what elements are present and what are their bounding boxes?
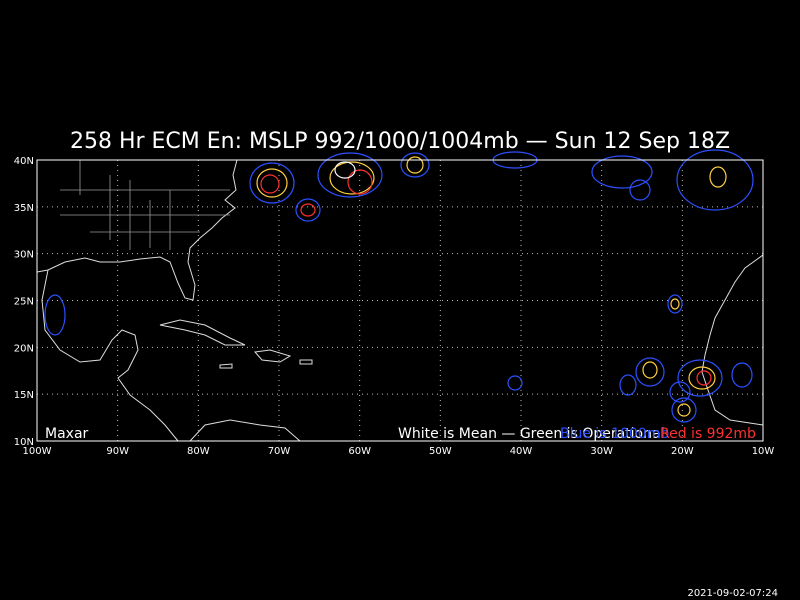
contour — [249, 162, 295, 204]
contour — [696, 370, 712, 386]
lon-label: 70W — [268, 446, 291, 457]
contour — [295, 198, 321, 222]
south-america — [189, 419, 301, 442]
cuba — [159, 319, 246, 346]
contour — [629, 179, 651, 201]
map-frame — [36, 159, 764, 442]
lon-label: 90W — [106, 446, 129, 457]
africa-coast — [701, 254, 764, 426]
contour — [44, 294, 66, 336]
contour — [300, 203, 316, 217]
contour — [256, 168, 288, 198]
contour — [260, 174, 280, 194]
contour — [677, 359, 723, 397]
mexico-central-america — [41, 269, 179, 442]
lat-label: 20N — [14, 343, 34, 354]
contour — [671, 397, 697, 423]
contour — [731, 362, 753, 388]
lon-label: 20W — [671, 446, 694, 457]
coastlines — [36, 159, 764, 442]
lon-label: 80W — [187, 446, 210, 457]
contour — [507, 375, 523, 391]
contour — [619, 374, 637, 396]
graticule — [37, 160, 763, 441]
contour — [676, 149, 754, 211]
contour — [642, 361, 658, 379]
contour — [667, 294, 683, 314]
lon-label: 100W — [23, 446, 52, 457]
legend-red: Red is 992mb — [660, 426, 756, 442]
contour — [406, 156, 424, 174]
credit: Maxar — [45, 426, 89, 442]
contour — [347, 169, 373, 195]
contour — [400, 152, 430, 178]
lat-label: 35N — [14, 203, 34, 214]
lon-label: 40W — [510, 446, 533, 457]
lat-label: 15N — [14, 390, 34, 401]
lon-label: 60W — [348, 446, 371, 457]
lon-label: 50W — [429, 446, 452, 457]
title: 258 Hr ECM En: MSLP 992/1000/1004mb — Su… — [70, 129, 730, 154]
lon-label: 30W — [590, 446, 613, 457]
lat-label: 25N — [14, 297, 34, 308]
contours — [44, 149, 754, 423]
contour — [334, 161, 356, 179]
contour — [591, 155, 653, 189]
lat-label: 40N — [14, 156, 34, 167]
contour — [635, 357, 665, 387]
timestamp: 2021-09-02-07:24 — [687, 588, 778, 599]
contour — [317, 152, 383, 198]
legend-blue: Blue is 1000mb — [560, 426, 669, 442]
hispaniola — [254, 349, 292, 363]
us-east-coast — [36, 159, 238, 301]
lat-label: 10N — [14, 437, 34, 448]
us-states — [60, 160, 230, 250]
contour — [677, 403, 691, 417]
puerto-rico — [299, 359, 313, 365]
jamaica — [219, 363, 233, 369]
contour — [670, 298, 680, 310]
contour — [669, 381, 691, 403]
contour — [329, 161, 375, 195]
lon-label: 10W — [752, 446, 775, 457]
contour — [688, 366, 716, 390]
legend-mean: White is Mean — Green is Operational — [398, 426, 664, 442]
contour — [709, 166, 727, 188]
lat-label: 30N — [14, 250, 34, 261]
